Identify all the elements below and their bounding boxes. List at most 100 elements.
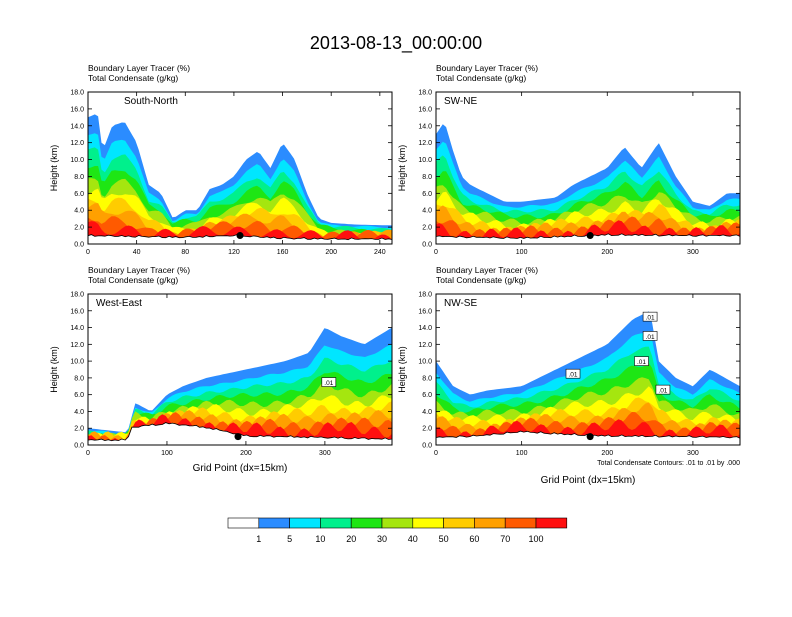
y-tick-label: 2.0: [422, 426, 432, 433]
panel-header-condensate: Total Condensate (g/kg): [436, 275, 526, 285]
figure-title: 2013-08-13_00:00:00: [310, 33, 482, 54]
colorbar-label: 5: [287, 534, 292, 544]
y-tick-label: 8.0: [74, 375, 84, 382]
x-tick-label: 160: [277, 249, 289, 256]
panel-frame: [87, 91, 393, 245]
colorbar-swatch: [289, 517, 321, 529]
colorbar-label: 1: [256, 534, 261, 544]
y-tick-label: 18.0: [70, 90, 84, 97]
colorbar-swatch: [350, 517, 383, 529]
y-tick-label: 12.0: [418, 140, 432, 147]
x-tick-label: 100: [516, 249, 528, 256]
colorbar-swatch: [227, 517, 260, 529]
y-tick-label: 0.0: [74, 242, 84, 249]
colorbar-label: 20: [346, 534, 356, 544]
panel-nw-se: Boundary Layer Tracer (%)Total Condensat…: [397, 265, 741, 486]
panel-header-tracer: Boundary Layer Tracer (%): [436, 265, 538, 275]
x-tick-label: 0: [86, 450, 90, 457]
panel-header-condensate: Total Condensate (g/kg): [88, 275, 178, 285]
colorbar-swatch: [258, 517, 290, 529]
y-tick-label: 8.0: [422, 375, 432, 382]
colorbar-swatch: [412, 517, 444, 529]
contour-label-box: [321, 377, 337, 387]
terrain: [88, 422, 392, 445]
colorbar-label: 30: [377, 534, 387, 544]
y-tick-label: 2.0: [422, 225, 432, 232]
x-tick-label: 200: [601, 450, 613, 457]
y-tick-label: 12.0: [418, 342, 432, 349]
x-tick-label: 100: [516, 450, 528, 457]
contour-label-box: [655, 384, 671, 395]
colorbar-label: 70: [500, 534, 510, 544]
location-marker: [586, 433, 594, 441]
x-tick-label: 300: [319, 450, 331, 457]
y-tick-label: 14.0: [418, 123, 432, 130]
y-tick-label: 0.0: [74, 443, 84, 450]
x-tick-label: 200: [240, 450, 252, 457]
panel-title: SW-NE: [444, 96, 477, 107]
contour-label-box: [634, 356, 649, 366]
x-tick-label: 80: [181, 249, 189, 256]
panel-heatmap: [436, 124, 740, 244]
y-tick-label: 8.0: [74, 174, 84, 181]
panel-west-east: Boundary Layer Tracer (%)Total Condensat…: [49, 265, 393, 474]
colorbar-label: 10: [315, 534, 325, 544]
y-tick-label: 16.0: [418, 106, 432, 113]
y-tick-label: 8.0: [422, 174, 432, 181]
panel-header-tracer: Boundary Layer Tracer (%): [88, 63, 190, 73]
x-tick-label: 300: [687, 450, 699, 457]
y-tick-label: 14.0: [70, 325, 84, 332]
colorbar-label: 100: [528, 534, 543, 544]
y-tick-label: 14.0: [418, 325, 432, 332]
x-tick-label: 120: [228, 249, 240, 256]
x-axis-label: Grid Point (dx=15km): [541, 475, 636, 486]
panel-frame: [435, 91, 741, 245]
y-tick-label: 18.0: [418, 90, 432, 97]
contour-label-box: [642, 311, 658, 322]
panel-header-condensate: Total Condensate (g/kg): [436, 73, 526, 83]
y-tick-label: 4.0: [422, 208, 432, 215]
x-tick-label: 0: [434, 450, 438, 457]
panel-header-tracer: Boundary Layer Tracer (%): [88, 265, 190, 275]
y-tick-label: 6.0: [422, 392, 432, 399]
y-tick-label: 6.0: [74, 191, 84, 198]
y-tick-label: 0.0: [422, 242, 432, 249]
y-tick-label: 2.0: [74, 225, 84, 232]
colorbar-swatch: [320, 517, 352, 529]
y-axis-label: Height (km): [49, 346, 59, 393]
y-tick-label: 10.0: [70, 157, 84, 164]
panel-header-condensate: Total Condensate (g/kg): [88, 73, 178, 83]
colorbar-swatch: [381, 517, 414, 529]
colorbar-swatch: [504, 517, 537, 529]
y-axis-label: Height (km): [397, 145, 407, 192]
x-tick-label: 200: [325, 249, 337, 256]
contour-note: Total Condensate Contours: .01 to .01 by…: [597, 460, 740, 467]
y-tick-label: 18.0: [418, 292, 432, 299]
panel-title: South-North: [124, 96, 178, 107]
x-tick-label: 200: [601, 249, 613, 256]
contour-label: .01: [637, 359, 646, 366]
panel-title: West-East: [96, 298, 142, 309]
y-tick-label: 12.0: [70, 140, 84, 147]
y-tick-label: 0.0: [422, 443, 432, 450]
y-tick-label: 2.0: [74, 426, 84, 433]
y-axis-label: Height (km): [49, 145, 59, 192]
x-tick-label: 240: [374, 249, 386, 256]
y-tick-label: 12.0: [70, 342, 84, 349]
panels: Boundary Layer Tracer (%)Total Condensat…: [49, 63, 741, 486]
y-tick-label: 16.0: [70, 106, 84, 113]
y-tick-label: 4.0: [74, 409, 84, 416]
y-tick-label: 10.0: [418, 359, 432, 366]
y-tick-label: 16.0: [70, 308, 84, 315]
contour-label: .01: [658, 388, 667, 395]
y-tick-label: 10.0: [418, 157, 432, 164]
x-tick-label: 40: [133, 249, 141, 256]
x-tick-label: 300: [687, 249, 699, 256]
x-axis-label: Grid Point (dx=15km): [193, 463, 288, 474]
location-marker: [586, 232, 594, 240]
panel-frame: [87, 293, 393, 446]
x-tick-label: 0: [86, 249, 90, 256]
colorbar-swatch: [443, 517, 475, 529]
